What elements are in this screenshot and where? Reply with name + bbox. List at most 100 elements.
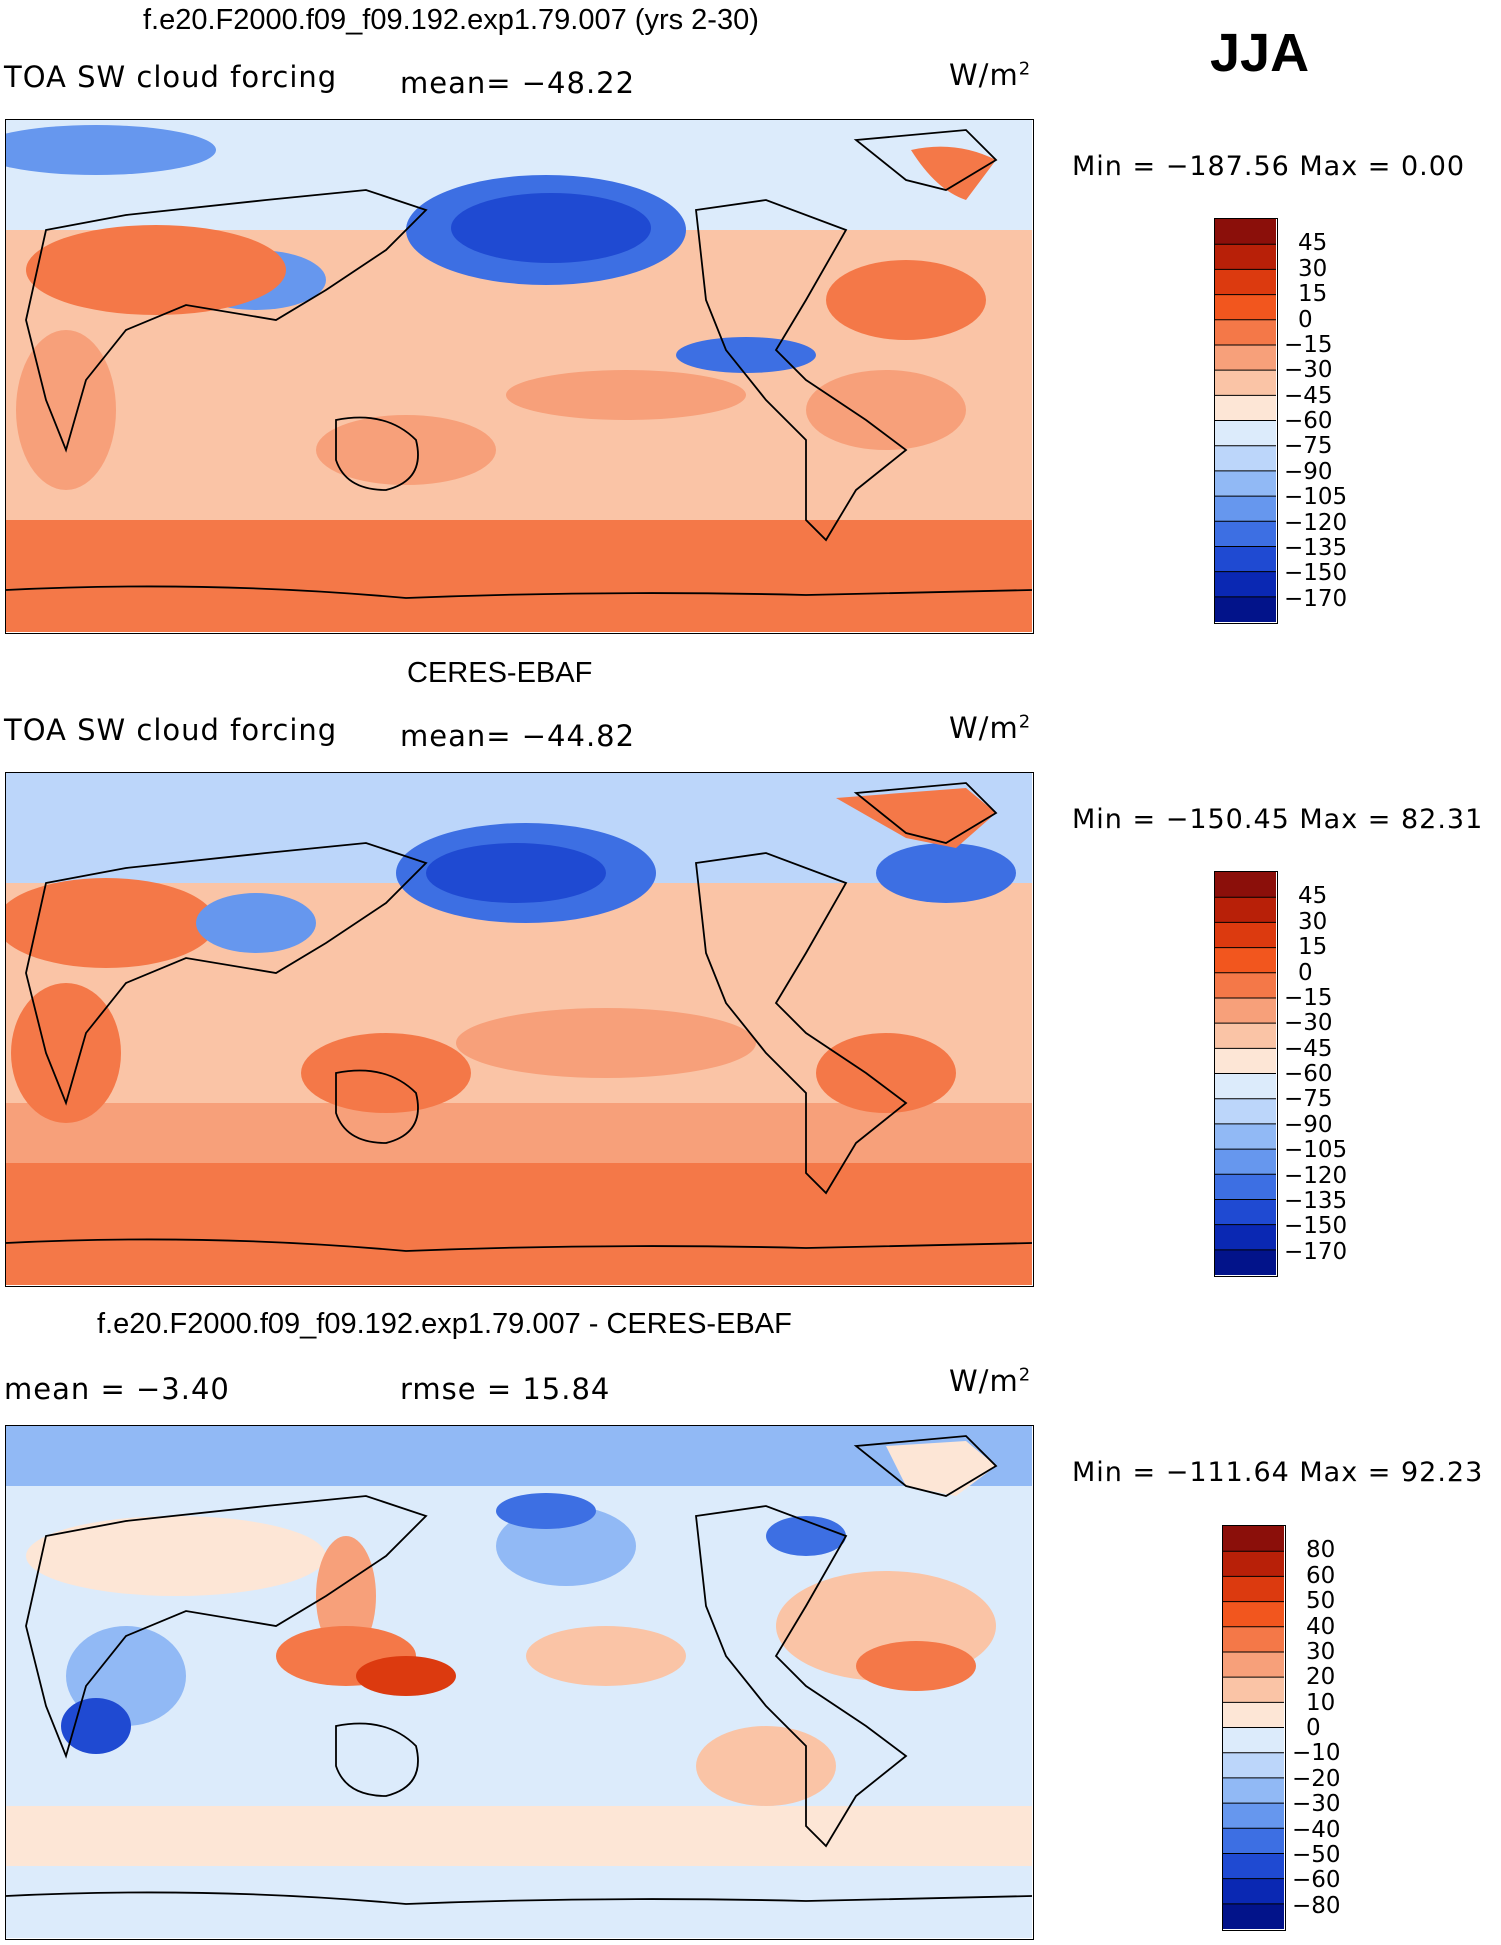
colorbar-swatch — [1215, 1249, 1276, 1275]
colorbar-tick-label: 15 — [1298, 934, 1328, 961]
colorbar-swatch — [1215, 922, 1276, 949]
panel-1-title: f.e20.F2000.f09_f09.192.exp1.79.007 (yrs… — [143, 4, 759, 36]
panel-3-map — [5, 1425, 1034, 1940]
panel-2-mean-label: mean= −44.82 — [400, 719, 636, 753]
panel-1-min-max: Min = −187.56 Max = 0.00 — [1072, 151, 1466, 182]
colorbar-tick-label: −120 — [1284, 1162, 1348, 1189]
colorbar-tick-label: −60 — [1284, 408, 1333, 434]
colorbar-swatch — [1215, 219, 1276, 245]
colorbar-tick-label: −30 — [1292, 1791, 1341, 1818]
colorbar-swatch — [1223, 1601, 1284, 1628]
colorbar-tick-label: −45 — [1284, 1035, 1333, 1062]
colorbar-swatch — [1215, 546, 1276, 573]
panel-1-colorbar — [1214, 218, 1278, 624]
colorbar-swatch — [1215, 344, 1276, 371]
colorbar-tick-label: −135 — [1284, 534, 1348, 561]
panel-1-units: W/m2 — [949, 58, 1032, 92]
colorbar-tick-label: 80 — [1306, 1537, 1336, 1564]
colorbar-tick-label: 20 — [1306, 1664, 1336, 1691]
season-label: JJA — [1210, 23, 1310, 83]
colorbar-swatch — [1215, 370, 1276, 396]
colorbar-swatch — [1223, 1651, 1284, 1678]
colorbar-swatch — [1223, 1677, 1284, 1703]
colorbar-tick-label: 30 — [1298, 908, 1328, 935]
colorbar-tick-label: 0 — [1298, 959, 1313, 986]
colorbar-tick-label: −40 — [1292, 1816, 1341, 1843]
colorbar-tick-label: 40 — [1306, 1613, 1336, 1640]
colorbar-swatch — [1223, 1803, 1284, 1829]
colorbar-swatch — [1215, 294, 1276, 321]
panel-3-mean-label: mean = −3.40 — [4, 1372, 230, 1406]
colorbar-swatch — [1215, 470, 1276, 497]
colorbar-swatch — [1215, 872, 1276, 898]
colorbar-tick-label: 60 — [1306, 1562, 1336, 1589]
colorbar-swatch — [1215, 1149, 1276, 1175]
colorbar-swatch — [1223, 1777, 1284, 1804]
colorbar-swatch — [1215, 972, 1276, 999]
colorbar-tick-label: 30 — [1298, 255, 1328, 282]
colorbar-tick-label: −60 — [1284, 1061, 1333, 1087]
colorbar-swatch — [1223, 1626, 1284, 1653]
colorbar-swatch — [1215, 445, 1276, 472]
colorbar-tick-label: −60 — [1292, 1867, 1341, 1894]
colorbar-swatch — [1215, 244, 1276, 270]
panel-2-colorbar — [1214, 871, 1278, 1277]
colorbar-swatch — [1215, 1023, 1276, 1049]
colorbar-swatch — [1223, 1853, 1284, 1880]
panel-2-title: CERES-EBAF — [407, 657, 593, 689]
colorbar-tick-label: 30 — [1306, 1638, 1336, 1665]
panel-3-colorbar — [1222, 1525, 1286, 1931]
colorbar-swatch — [1215, 1174, 1276, 1200]
colorbar-swatch — [1215, 420, 1276, 447]
colorbar-swatch — [1215, 1098, 1276, 1125]
colorbar-swatch — [1215, 1224, 1276, 1251]
colorbar-tick-label: −20 — [1292, 1765, 1341, 1792]
colorbar-swatch — [1223, 1878, 1284, 1905]
colorbar-tick-label: −80 — [1292, 1892, 1341, 1919]
colorbar-swatch — [1215, 1073, 1276, 1100]
panel-1-map — [5, 119, 1034, 634]
colorbar-tick-label: −120 — [1284, 509, 1348, 536]
colorbar-tick-label: 0 — [1298, 306, 1313, 333]
colorbar-tick-label: 0 — [1306, 1715, 1321, 1741]
colorbar-swatch — [1223, 1702, 1284, 1728]
colorbar-swatch — [1223, 1828, 1284, 1854]
panel-1-variable-label: TOA SW cloud forcing — [4, 60, 338, 94]
colorbar-swatch — [1223, 1727, 1284, 1754]
panel-3-min-max: Min = −111.64 Max = 92.23 — [1072, 1457, 1484, 1488]
colorbar-tick-label: −15 — [1284, 331, 1333, 358]
panel-3-title: f.e20.F2000.f09_f09.192.exp1.79.007 - CE… — [97, 1308, 792, 1340]
colorbar-tick-label: −105 — [1284, 484, 1348, 511]
panel-2-variable-label: TOA SW cloud forcing — [4, 713, 338, 747]
colorbar-tick-label: −10 — [1292, 1740, 1341, 1767]
colorbar-swatch — [1223, 1903, 1284, 1929]
colorbar-tick-label: 15 — [1298, 281, 1328, 308]
panel-2-map — [5, 772, 1034, 1287]
colorbar-tick-label: −150 — [1284, 1213, 1348, 1240]
colorbar-swatch — [1215, 319, 1276, 346]
colorbar-tick-label: −90 — [1284, 1111, 1333, 1138]
colorbar-tick-label: −90 — [1284, 458, 1333, 485]
colorbar-swatch — [1215, 1199, 1276, 1226]
panel-3-units: W/m2 — [949, 1364, 1032, 1398]
colorbar-tick-label: 45 — [1298, 230, 1328, 257]
colorbar-swatch — [1215, 521, 1276, 547]
colorbar-tick-label: −135 — [1284, 1187, 1348, 1214]
colorbar-tick-label: −75 — [1284, 1086, 1333, 1113]
colorbar-tick-label: −50 — [1292, 1841, 1341, 1868]
colorbar-tick-label: 45 — [1298, 883, 1328, 910]
colorbar-swatch — [1223, 1752, 1284, 1779]
panel-2-min-max: Min = −150.45 Max = 82.31 — [1072, 804, 1484, 835]
colorbar-swatch — [1215, 596, 1276, 622]
panel-3-rmse-label: rmse = 15.84 — [400, 1372, 611, 1406]
colorbar-tick-label: −30 — [1284, 357, 1333, 384]
colorbar-swatch — [1215, 496, 1276, 522]
colorbar-tick-label: 50 — [1306, 1588, 1336, 1615]
colorbar-swatch — [1215, 1123, 1276, 1150]
colorbar-tick-label: −30 — [1284, 1010, 1333, 1037]
colorbar-tick-label: −75 — [1284, 433, 1333, 460]
colorbar-tick-label: −150 — [1284, 560, 1348, 587]
colorbar-tick-label: −170 — [1284, 1238, 1348, 1265]
colorbar-swatch — [1215, 571, 1276, 598]
panel-2-units: W/m2 — [949, 711, 1032, 745]
